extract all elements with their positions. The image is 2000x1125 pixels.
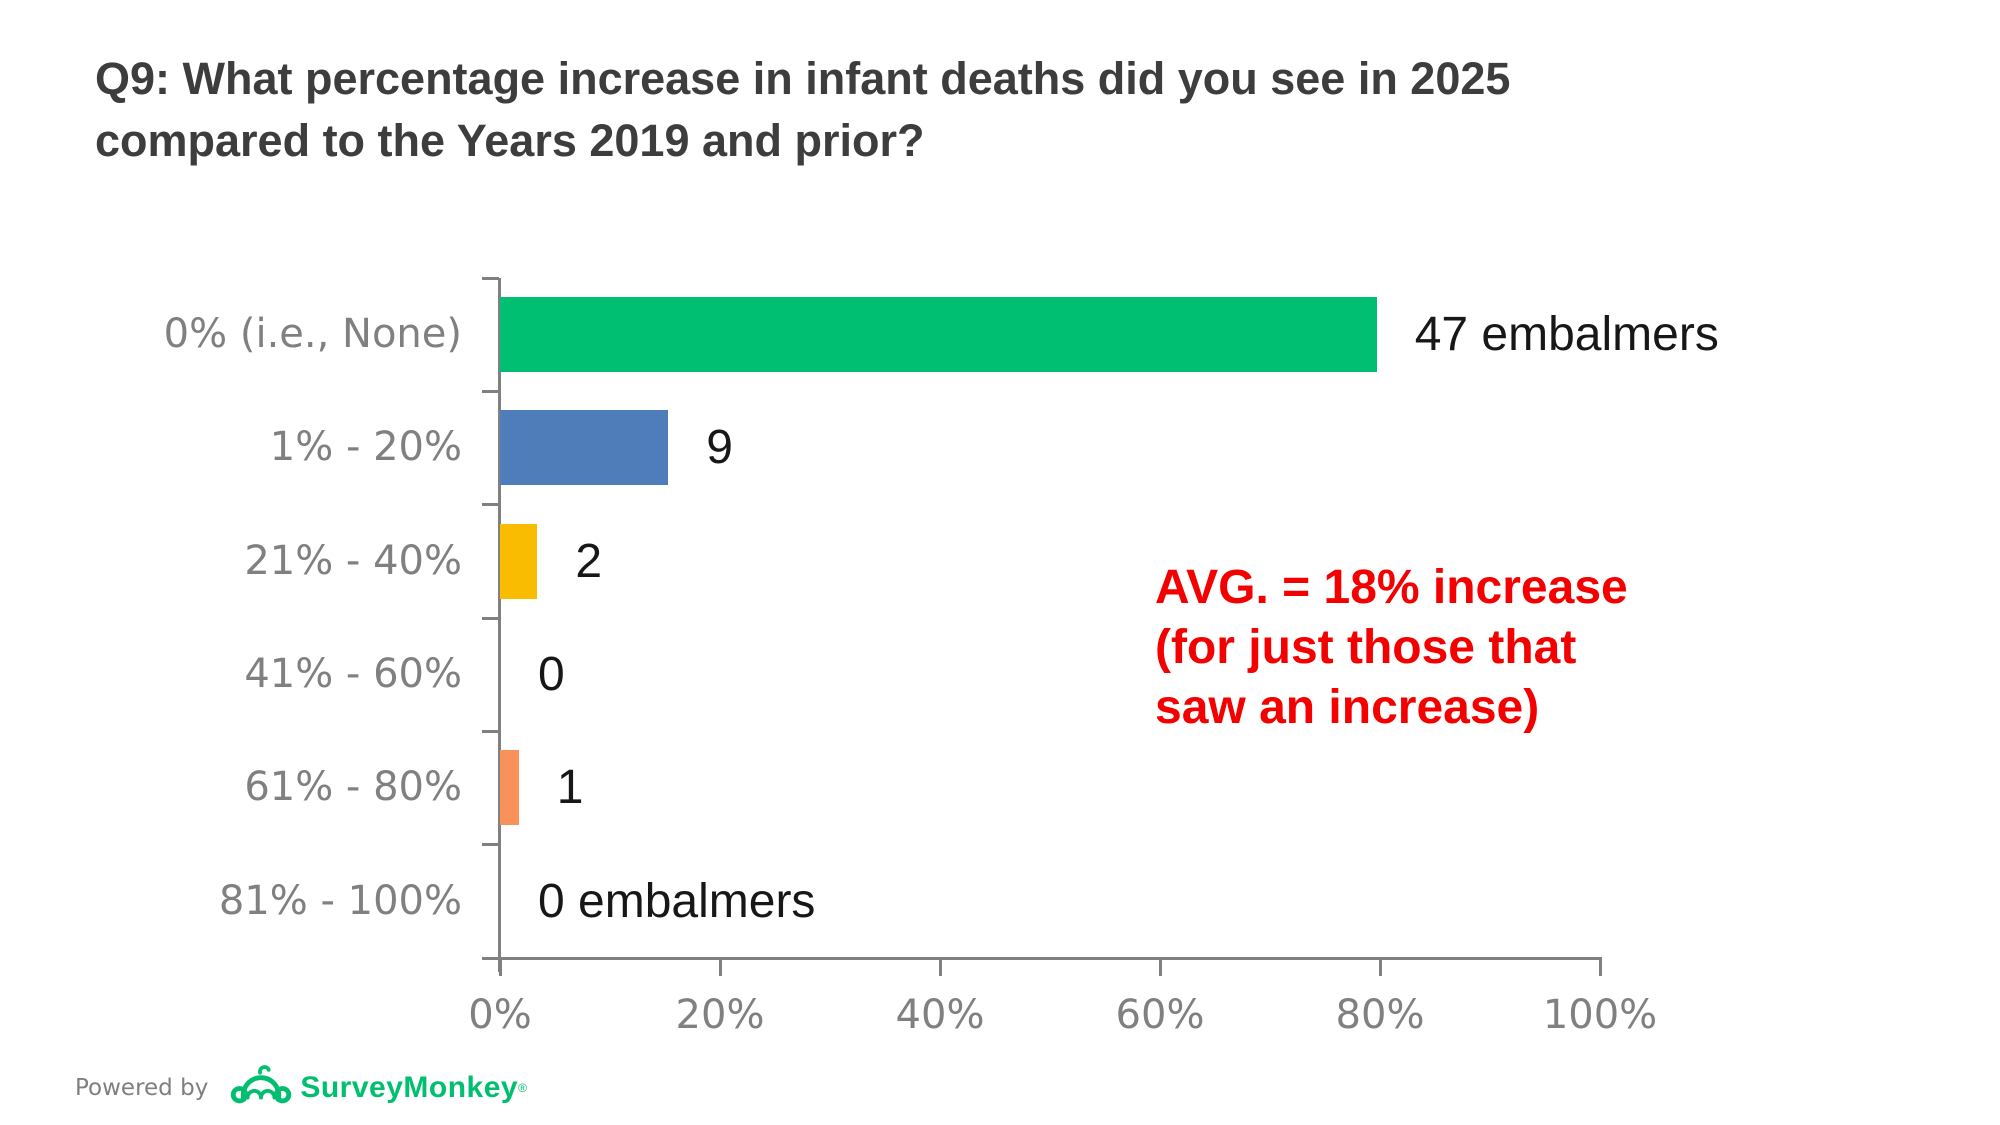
- x-axis-tick: [1158, 960, 1162, 976]
- footer: Powered by SurveyMonkey ®: [75, 1063, 527, 1113]
- bar-row: 0 embalmers 81% - 100%: [219, 845, 1600, 958]
- x-axis-tick: [1598, 960, 1602, 976]
- x-axis-line: [498, 957, 1602, 960]
- bar-row: 0 41% - 60%: [244, 618, 1600, 731]
- bar-value-label: 9: [706, 421, 733, 475]
- bar-value-label: 0 embalmers: [538, 874, 816, 928]
- avg-annotation-line2: (for just those that: [1155, 621, 1577, 674]
- avg-annotation: AVG. = 18% increase (for just those that…: [1155, 558, 1628, 738]
- chart-title: Q9: What percentage increase in infant d…: [95, 48, 1815, 172]
- bar-value-label: 2: [575, 534, 603, 588]
- powered-by-label: Powered by: [75, 1075, 209, 1101]
- x-tick-label: 80%: [1335, 992, 1425, 1038]
- y-axis-tick: [482, 616, 499, 620]
- bar-row: 1 61% - 80%: [244, 731, 1600, 844]
- y-axis-tick: [482, 956, 499, 960]
- bar: [500, 297, 1377, 372]
- category-label: 1% - 20%: [269, 424, 462, 471]
- bar-row: 2 21% - 40%: [244, 505, 1600, 618]
- y-axis-line: [498, 278, 501, 972]
- avg-annotation-line3: saw an increase): [1155, 681, 1540, 734]
- category-label: 61% - 80%: [244, 764, 462, 811]
- avg-annotation-line1: AVG. = 18% increase: [1155, 561, 1628, 614]
- x-axis-tick: [1378, 960, 1382, 976]
- x-tick-label: 20%: [675, 992, 765, 1038]
- bar: [500, 523, 538, 599]
- bar: [500, 750, 519, 826]
- surveymonkey-monkey-icon: [231, 1065, 292, 1104]
- bar-row: 47 embalmers 0% (i.e., None): [164, 278, 1719, 391]
- trademark-symbol: ®: [518, 1081, 527, 1095]
- y-axis-tick: [482, 389, 499, 393]
- category-label: 81% - 100%: [218, 877, 462, 924]
- category-label: 41% - 60%: [244, 651, 462, 697]
- bar-row: 9 1% - 20%: [270, 391, 1600, 504]
- bar-value-label: 1: [556, 761, 584, 815]
- y-axis-tick: [482, 729, 499, 733]
- x-axis-tick: [498, 960, 502, 976]
- x-axis-tick: [938, 960, 942, 976]
- x-tick-label: 100%: [1542, 992, 1658, 1038]
- category-label: 21% - 40%: [244, 537, 462, 584]
- y-axis-tick: [482, 843, 499, 847]
- bar-chart-plot-area: 47 embalmers 0% (i.e., None) 9 1% - 20% 2 21%…: [164, 276, 1719, 1038]
- x-tick-label: 40%: [895, 992, 985, 1038]
- bar-value-label: 47 embalmers: [1414, 308, 1719, 361]
- x-axis-tick: [718, 960, 722, 976]
- category-label: 0% (i.e., None): [163, 311, 462, 357]
- bar: [500, 410, 669, 486]
- x-tick-label: 0%: [468, 992, 532, 1038]
- surveymonkey-wordmark: SurveyMonkey: [300, 1071, 519, 1104]
- y-axis-tick: [482, 276, 499, 280]
- chart-title-line1: Q9: What percentage increase in infant d…: [95, 53, 1511, 104]
- chart-title-line2: compared to the Years 2019 and prior?: [95, 115, 925, 166]
- bar-value-label: 0: [538, 648, 565, 701]
- x-tick-label: 60%: [1115, 992, 1205, 1038]
- y-axis-tick: [482, 503, 499, 507]
